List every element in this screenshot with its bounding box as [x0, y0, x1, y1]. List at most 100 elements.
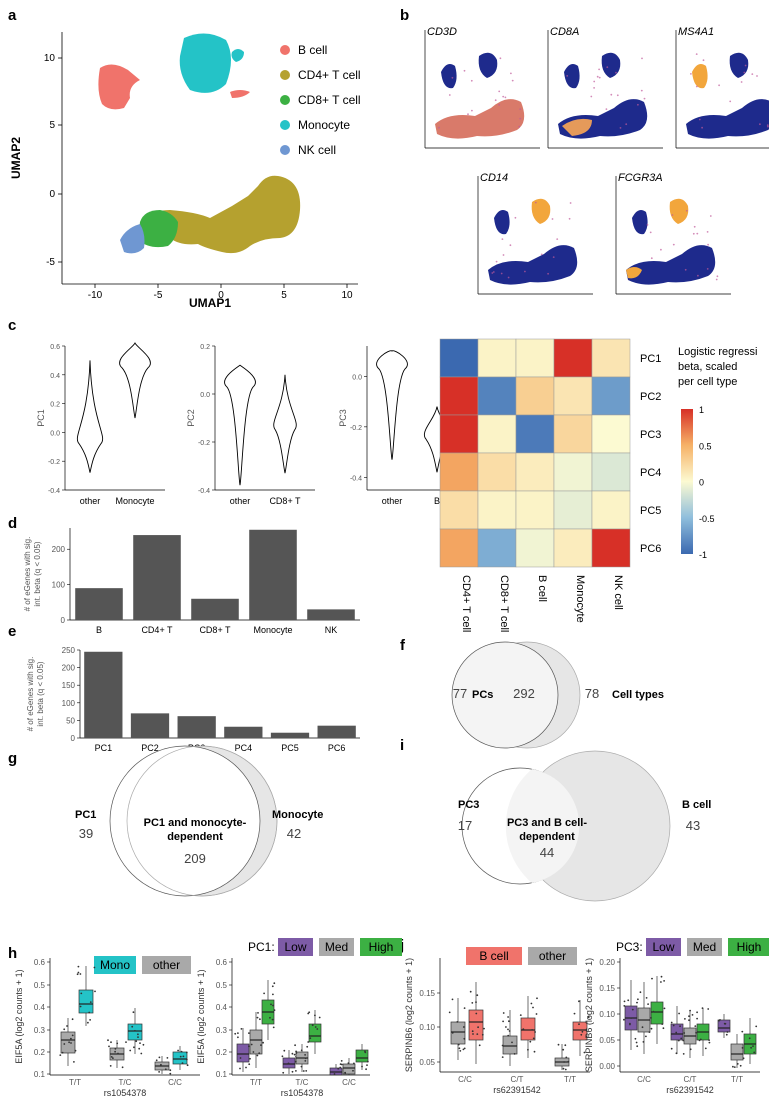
- box-point: [688, 1015, 690, 1018]
- feature-speckle: [593, 87, 595, 89]
- umap-y-tick-label: 10: [44, 53, 56, 64]
- box-point: [663, 1007, 666, 1010]
- box-point: [140, 1052, 143, 1055]
- box-point: [160, 1063, 162, 1066]
- bar-category-label: PC1: [95, 743, 113, 753]
- feature-plot-gene: FCGR3A: [618, 172, 663, 184]
- umap-x-tick-label: -10: [88, 290, 103, 301]
- panel-label-i: i: [400, 737, 404, 754]
- box-point: [742, 1057, 745, 1060]
- feature-plot-gene: CD8A: [550, 26, 579, 38]
- feature-speckle: [568, 217, 571, 220]
- violin-y-tick-label: -0.2: [48, 459, 60, 466]
- bar-category-label: PC6: [328, 743, 346, 753]
- box-point: [675, 1052, 678, 1055]
- box-point: [505, 1026, 507, 1028]
- feature-speckle: [598, 76, 601, 79]
- boxplot-h-pc1: 0.6 0.5 0.4 0.3 0.2 0.1 EIF5A (log2 counts + 1…: [196, 938, 402, 1098]
- box-legend-label: B cell: [479, 949, 508, 963]
- heatmap-col-label: Monocyte: [574, 575, 586, 623]
- feature-plot-gene: MS4A1: [678, 26, 714, 38]
- bar: [84, 651, 123, 738]
- feature-speckle: [743, 71, 746, 74]
- feature-plots: CD3D CD8A MS4A1 CD14 FCGR3A: [424, 26, 769, 295]
- venn-i-right-count: 43: [686, 818, 700, 833]
- feature-blob-monocyte: [531, 198, 551, 224]
- box-legend-swatch: [278, 938, 313, 956]
- box-y-tick-label: 0.4: [216, 1003, 228, 1012]
- heatmap-row-label: PC3: [640, 429, 661, 441]
- box-iqr: [650, 1001, 664, 1025]
- umap-x-tick-label: 0: [218, 290, 224, 301]
- feature-plot-gene: CD14: [480, 172, 508, 184]
- heatmap-cell: [439, 452, 479, 492]
- box-y-tick-label: 0.5: [34, 981, 46, 990]
- box-y-tick-label: 0.15: [419, 989, 435, 998]
- feature-speckle: [616, 94, 619, 97]
- box-point: [648, 1031, 651, 1033]
- box-iqr: [468, 1009, 484, 1041]
- box-point: [581, 1030, 584, 1033]
- heatmap-col-label: CD8+ T cell: [498, 575, 510, 632]
- box-point: [508, 1030, 511, 1032]
- box-point: [142, 1043, 145, 1046]
- violin-shape: [376, 350, 408, 460]
- feature-speckle: [495, 260, 498, 263]
- violin-y-label: PC2: [186, 409, 196, 427]
- umap-cluster-cd4-t-cell: [140, 175, 301, 254]
- umap-plot: -10 -5 0 5 10 10 5 0 -5 UMAP1 UMAP2 B cell CD4+ T…: [9, 32, 361, 310]
- box-point: [684, 1018, 686, 1020]
- box-point: [708, 1039, 710, 1041]
- box-point: [529, 1040, 532, 1043]
- feature-speckle: [510, 72, 512, 75]
- box-legend-swatch: [528, 947, 577, 965]
- box-point: [530, 1002, 533, 1005]
- box-point: [112, 1057, 114, 1059]
- box-point: [71, 1034, 74, 1037]
- box-point: [135, 1040, 138, 1043]
- legend-label: CD8+ T cell: [298, 93, 361, 107]
- box-point: [137, 1033, 139, 1036]
- box-y-tick-label: 0.00: [599, 1062, 615, 1071]
- box-point: [316, 1028, 319, 1030]
- box-point: [507, 1034, 510, 1037]
- box-point: [252, 1051, 255, 1053]
- box-iqr: [520, 1017, 536, 1041]
- umap-cluster-b-cell-small: [230, 90, 250, 98]
- box-point: [651, 977, 653, 980]
- box-point: [132, 1011, 135, 1014]
- bar-category-label: CD8+ T: [199, 625, 231, 635]
- box-point: [263, 992, 265, 995]
- box-point: [169, 1069, 172, 1072]
- feature-speckle: [534, 201, 537, 204]
- box-point: [250, 1043, 253, 1046]
- box-y-tick-label: 0.2: [34, 1048, 46, 1057]
- box-point: [340, 1060, 343, 1062]
- violin-shape: [76, 360, 104, 473]
- box-point: [683, 1032, 686, 1034]
- box-point: [691, 1014, 694, 1016]
- box-point: [306, 1045, 309, 1048]
- box-point: [663, 980, 665, 982]
- feature-speckle: [547, 272, 549, 275]
- box-point: [364, 1051, 367, 1054]
- box-point: [508, 1020, 510, 1023]
- box-point: [240, 1028, 243, 1030]
- box-y-tick-label: 0.6: [216, 958, 228, 967]
- panel-label-b: b: [400, 7, 409, 24]
- feature-speckle: [524, 270, 526, 273]
- box-point: [177, 1049, 180, 1052]
- box-point: [63, 1028, 66, 1031]
- box-legend-label: Low: [284, 940, 306, 954]
- feature-speckle: [519, 108, 522, 110]
- box-point: [481, 1033, 484, 1036]
- box-point: [536, 997, 538, 1000]
- box-point: [107, 1039, 109, 1042]
- box-point: [562, 1067, 565, 1070]
- box-point: [724, 1022, 727, 1025]
- feature-speckle: [507, 276, 510, 279]
- boxplot-j-pc3: 0.20 0.15 0.10 0.05 0.00 SERPINB6 (log2 count…: [584, 938, 769, 1095]
- box-point: [309, 1037, 312, 1040]
- box-point: [707, 1008, 710, 1010]
- violin-x-label: B: [434, 496, 440, 506]
